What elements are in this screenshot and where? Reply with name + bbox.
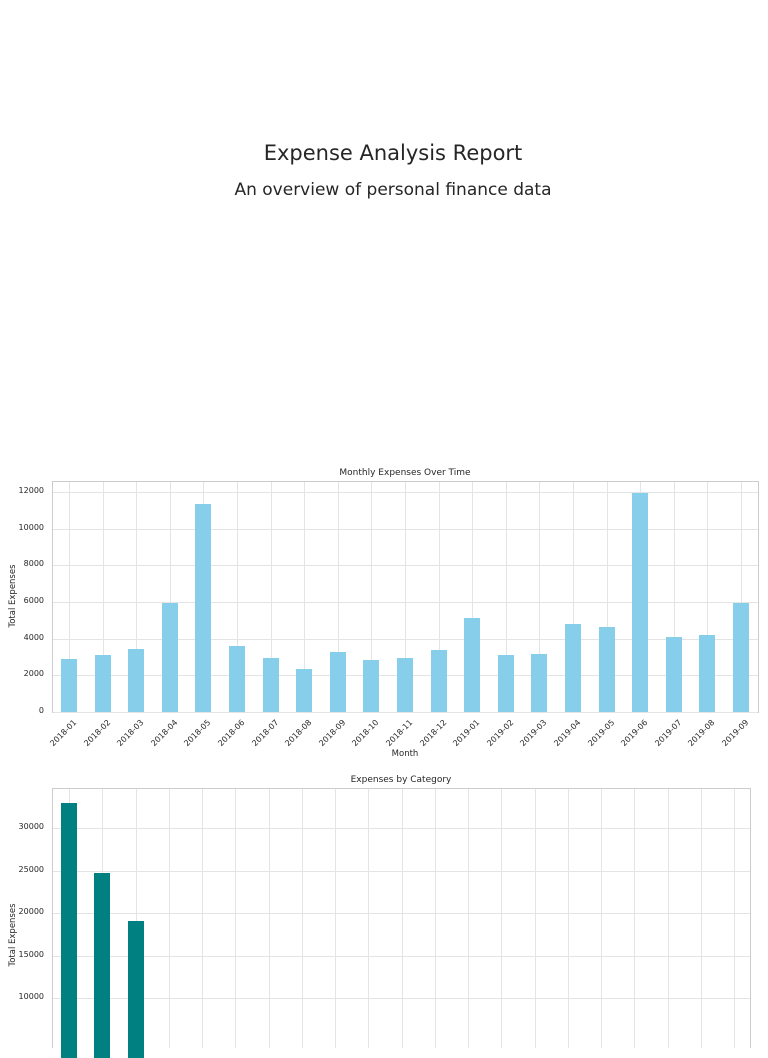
plot-area [52, 788, 751, 1048]
y-tick-label: 10000 [4, 992, 44, 1001]
gridline-vertical [468, 789, 469, 1048]
y-axis-label: Total Expenses [8, 902, 18, 968]
gridline-vertical [501, 789, 502, 1048]
gridline-vertical [335, 789, 336, 1048]
gridline-vertical [668, 789, 669, 1048]
gridline-vertical [568, 789, 569, 1048]
y-tick-label: 30000 [4, 822, 44, 831]
gridline-vertical [734, 789, 735, 1048]
gridline-vertical [435, 789, 436, 1048]
gridline-vertical [701, 789, 702, 1048]
gridline-vertical [269, 789, 270, 1048]
category-bar [61, 803, 77, 1058]
gridline-vertical [535, 789, 536, 1048]
gridline-vertical [601, 789, 602, 1048]
gridline-vertical [302, 789, 303, 1048]
category-bar [128, 921, 144, 1058]
gridline-vertical [202, 789, 203, 1048]
gridline-vertical [368, 789, 369, 1048]
category-bar [94, 873, 110, 1058]
gridline-vertical [402, 789, 403, 1048]
y-tick-label: 25000 [4, 865, 44, 874]
chart-title: Expenses by Category [52, 775, 750, 785]
gridline-vertical [169, 789, 170, 1048]
gridline-vertical [634, 789, 635, 1048]
gridline-vertical [235, 789, 236, 1048]
